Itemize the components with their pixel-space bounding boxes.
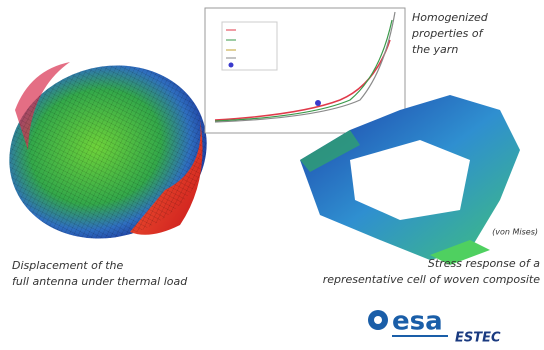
caption: Stress response of a [428,257,540,270]
esa-logo: esa ESTEC [368,307,501,346]
caption: Homogenized [412,11,489,24]
antenna-render [0,40,229,263]
chart-image [205,8,405,133]
logo-text: esa [392,307,443,337]
caption: (von Mises) [492,228,538,237]
caption: Displacement of the [12,259,124,272]
caption: the yarn [412,43,458,56]
logo-subtext: ESTEC [455,331,501,346]
page: Homogenized properties of the yarn (von … [0,0,544,350]
caption: properties of [411,27,485,40]
caption: representative cell of woven composite [323,273,541,286]
caption: full antenna under thermal load [12,275,188,288]
